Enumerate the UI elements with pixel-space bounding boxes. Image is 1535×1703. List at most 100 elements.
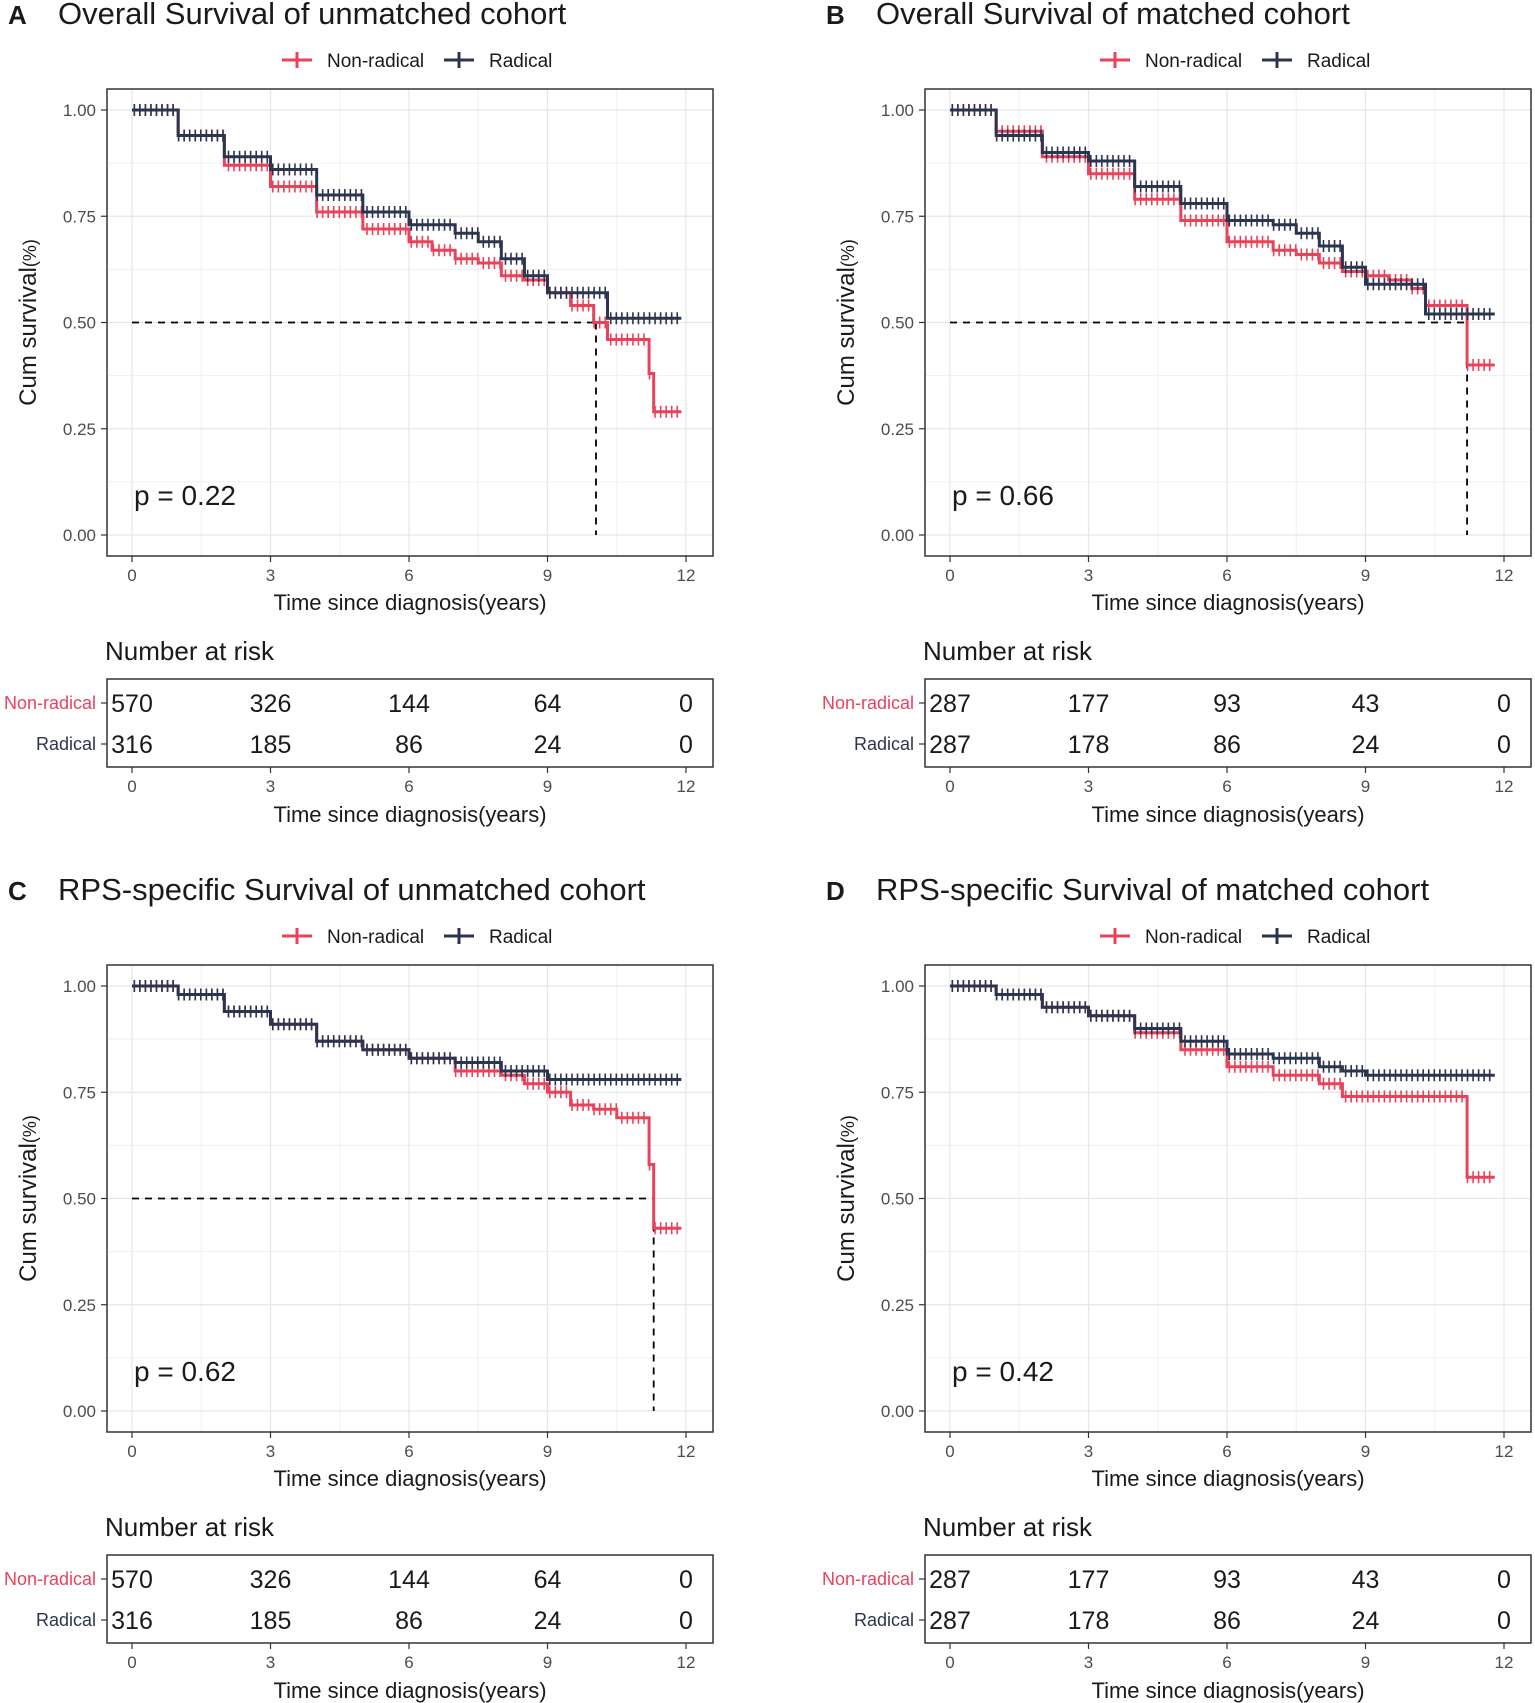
risk-count: 177	[1068, 1566, 1110, 1594]
risk-count: 316	[111, 731, 153, 759]
risk-table-border	[924, 678, 1532, 768]
legend-label-non-radical: Non-radical	[327, 51, 424, 72]
legend-label-radical: Radical	[489, 927, 552, 948]
y-tick-label: 0.50	[881, 314, 914, 333]
risk-row-label: Radical	[854, 1610, 914, 1630]
risk-x-tick-label: 6	[1222, 777, 1231, 796]
y-axis-label-unit: (%)	[20, 239, 40, 267]
risk-count: 570	[111, 1566, 153, 1594]
risk-table-title: Number at risk	[105, 1512, 275, 1542]
risk-row-label: Non-radical	[4, 693, 96, 713]
risk-row-label: Non-radical	[4, 1569, 96, 1589]
risk-count: 570	[111, 690, 153, 718]
y-tick-label: 0.00	[63, 1402, 96, 1421]
risk-count: 185	[250, 731, 292, 759]
panel-c: C RPS-specific Survival of unmatched coho…	[4, 872, 714, 1703]
y-tick-label: 1.00	[63, 977, 96, 996]
risk-x-tick-label: 9	[543, 1653, 552, 1672]
legend-label-radical: Radical	[1307, 927, 1370, 948]
x-tick-label: 0	[945, 1442, 954, 1461]
y-tick-label: 0.50	[881, 1190, 914, 1209]
panel-letter: A	[8, 0, 27, 30]
y-tick-label: 0.25	[63, 420, 96, 439]
risk-table: Number at risk Non-radical 570 326 144 64 0 Rad…	[4, 636, 714, 827]
risk-count: 185	[250, 1607, 292, 1635]
risk-count: 0	[1497, 731, 1511, 759]
legend: Non-radical Radical	[1100, 51, 1370, 72]
risk-table-title: Number at risk	[923, 636, 1093, 666]
risk-x-tick-label: 9	[1361, 777, 1370, 796]
risk-count: 0	[679, 1566, 693, 1594]
y-tick-label: 0.50	[63, 1190, 96, 1209]
panel-letter: B	[826, 0, 845, 30]
p-value: p = 0.66	[952, 480, 1054, 511]
x-axis-label: Time since diagnosis(years)	[273, 1466, 546, 1491]
panel-title: Overall Survival of matched cohort	[876, 0, 1350, 31]
risk-x-tick-label: 0	[945, 1653, 954, 1672]
y-tick-label: 0.50	[63, 314, 96, 333]
risk-count: 86	[395, 731, 423, 759]
x-axis-label: Time since diagnosis(years)	[1091, 590, 1364, 615]
y-axis-label-unit: (%)	[20, 1115, 40, 1143]
y-tick-label: 1.00	[63, 101, 96, 120]
legend-label-non-radical: Non-radical	[327, 927, 424, 948]
panel-title: RPS-specific Survival of matched cohort	[876, 872, 1429, 907]
risk-count: 0	[679, 690, 693, 718]
x-tick-label: 6	[404, 566, 413, 585]
legend: Non-radical Radical	[1100, 927, 1370, 948]
risk-x-tick-label: 12	[677, 1653, 696, 1672]
risk-count: 144	[388, 1566, 430, 1594]
y-tick-label: 0.75	[63, 207, 96, 226]
risk-x-tick-label: 9	[543, 777, 552, 796]
x-tick-label: 12	[1495, 1442, 1514, 1461]
panel-b: B Overall Survival of matched cohort Non-r…	[822, 0, 1532, 827]
panel-title: RPS-specific Survival of unmatched cohor…	[58, 872, 646, 907]
y-tick-label: 1.00	[881, 101, 914, 120]
y-tick-label: 0.75	[881, 1083, 914, 1102]
risk-count: 178	[1068, 731, 1110, 759]
risk-x-tick-label: 3	[266, 777, 275, 796]
y-axis-label: Cum survival(%)	[15, 1115, 42, 1282]
y-axis-label-main: Cum survival	[15, 1143, 42, 1282]
panel-a: A Overall Survival of unmatched cohort Non…	[4, 0, 714, 827]
x-tick-label: 6	[404, 1442, 413, 1461]
p-value: p = 0.42	[952, 1356, 1054, 1387]
y-axis-label: Cum survival(%)	[15, 239, 42, 406]
risk-count: 43	[1352, 690, 1380, 718]
x-tick-label: 0	[127, 1442, 136, 1461]
risk-x-tick-label: 0	[945, 777, 954, 796]
risk-count: 93	[1213, 1566, 1241, 1594]
x-tick-label: 3	[1084, 1442, 1093, 1461]
legend-label-non-radical: Non-radical	[1145, 927, 1242, 948]
x-tick-label: 12	[677, 566, 696, 585]
risk-count: 0	[1497, 1566, 1511, 1594]
panel-letter: C	[8, 876, 27, 906]
risk-count: 24	[1352, 1607, 1380, 1635]
y-tick-label: 0.25	[881, 1296, 914, 1315]
risk-x-axis-label: Time since diagnosis(years)	[1091, 1678, 1364, 1703]
risk-count: 144	[388, 690, 430, 718]
x-axis-label: Time since diagnosis(years)	[273, 590, 546, 615]
legend-label-non-radical: Non-radical	[1145, 51, 1242, 72]
risk-count: 0	[1497, 690, 1511, 718]
legend: Non-radical Radical	[282, 927, 552, 948]
risk-count: 86	[395, 1607, 423, 1635]
p-value: p = 0.62	[134, 1356, 236, 1387]
km-plot	[924, 964, 1532, 1433]
risk-x-tick-label: 0	[127, 777, 136, 796]
risk-count: 43	[1352, 1566, 1380, 1594]
risk-count: 287	[929, 1607, 971, 1635]
risk-x-tick-label: 6	[404, 777, 413, 796]
x-tick-label: 12	[1495, 566, 1514, 585]
y-axis-label-unit: (%)	[838, 239, 858, 267]
legend-label-radical: Radical	[1307, 51, 1370, 72]
risk-row-label: Radical	[36, 1610, 96, 1630]
x-tick-label: 0	[945, 566, 954, 585]
x-tick-label: 9	[543, 566, 552, 585]
risk-count: 178	[1068, 1607, 1110, 1635]
risk-x-tick-label: 0	[127, 1653, 136, 1672]
y-axis-label-main: Cum survival	[833, 267, 860, 406]
risk-x-tick-label: 9	[1361, 1653, 1370, 1672]
panel-title: Overall Survival of unmatched cohort	[58, 0, 567, 31]
